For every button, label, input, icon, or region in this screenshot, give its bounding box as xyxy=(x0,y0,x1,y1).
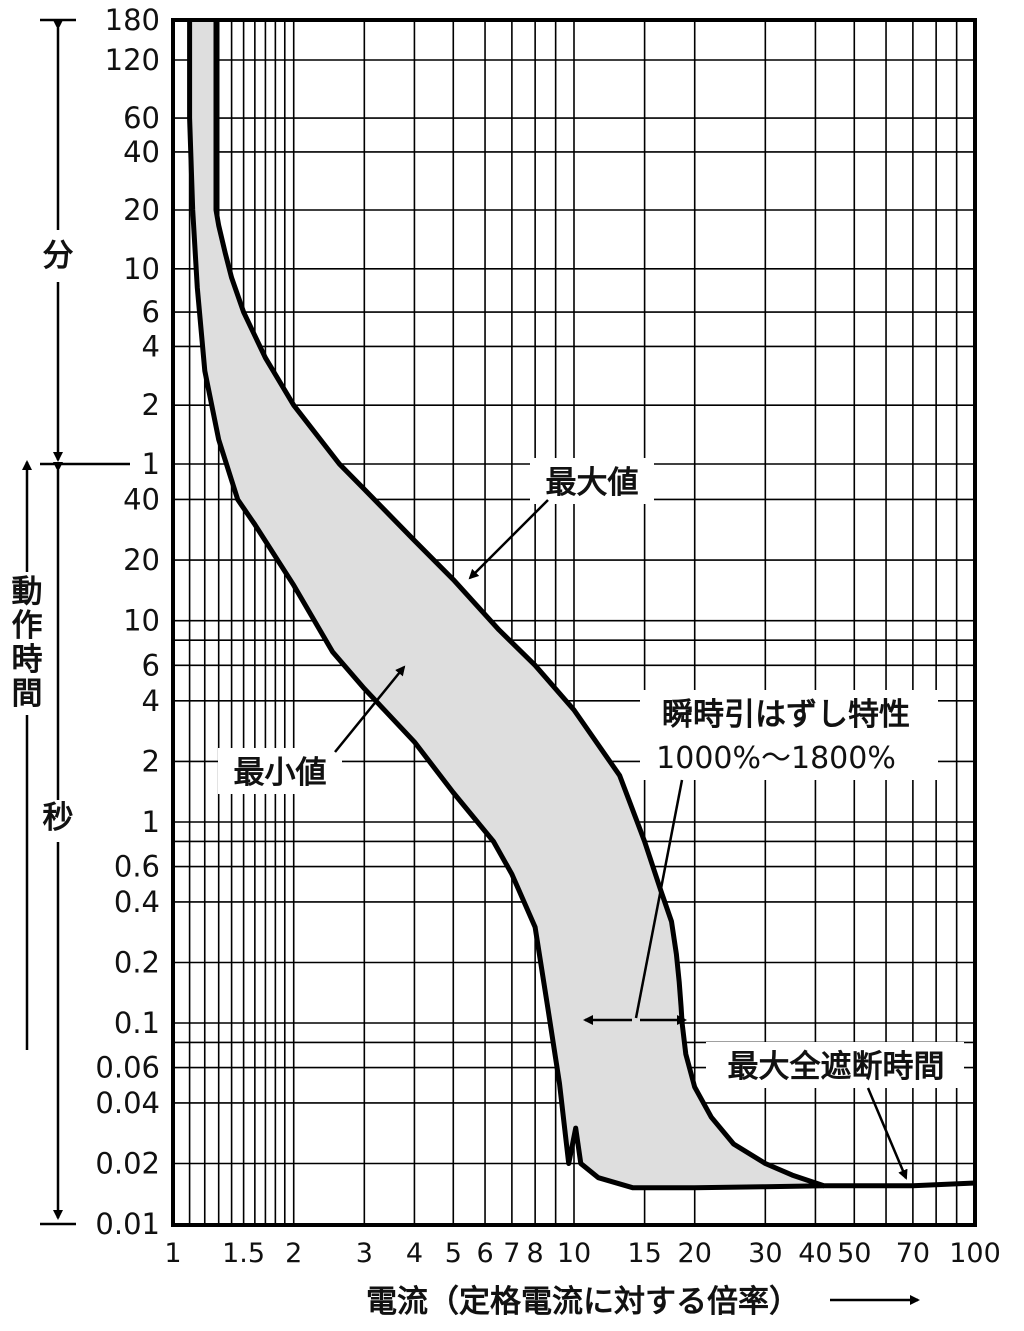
y-tick-label: 20 xyxy=(123,193,160,227)
y-tick-label: 4 xyxy=(142,329,160,363)
x-tick-label: 30 xyxy=(748,1238,782,1269)
y-tick-label: 0.1 xyxy=(114,1006,160,1040)
y-tick-label: 40 xyxy=(123,135,160,169)
x-tick-label: 7 xyxy=(503,1238,520,1269)
y-tick-label: 6 xyxy=(142,295,160,329)
instant-trip-range: 1000%〜1800% xyxy=(656,741,896,776)
minutes-label: 分 xyxy=(43,238,74,274)
y-tick-label: 0.04 xyxy=(95,1086,160,1120)
x-tick-label: 5 xyxy=(445,1238,462,1269)
x-tick-label: 2 xyxy=(285,1238,302,1269)
band-area xyxy=(189,20,824,1188)
series-line-max xyxy=(213,20,976,1189)
instant-trip-label: 瞬時引はずし特性 xyxy=(662,697,910,733)
y-tick-labels: 18012060402010642140201064210.60.40.20.1… xyxy=(95,3,160,1241)
y-tick-label: 10 xyxy=(123,252,160,286)
y-tick-label: 0.02 xyxy=(95,1146,160,1180)
seconds-range-indicator: 秒 xyxy=(40,462,76,1226)
y-tick-label: 60 xyxy=(123,101,160,135)
x-tick-label: 40 xyxy=(798,1238,832,1269)
y-tick-label: 1 xyxy=(142,805,160,839)
y-tick-label: 120 xyxy=(105,43,160,77)
y-tick-label: 4 xyxy=(142,684,160,718)
min-label: 最小値 xyxy=(234,755,327,791)
x-tick-label: 1 xyxy=(164,1238,181,1269)
minutes-range-indicator: 分 xyxy=(40,18,76,462)
y-tick-label: 0.01 xyxy=(95,1207,160,1241)
y-tick-label: 0.6 xyxy=(114,850,160,884)
x-tick-label: 8 xyxy=(527,1238,544,1269)
x-tick-label: 20 xyxy=(678,1238,712,1269)
y-tick-label: 0.06 xyxy=(95,1051,160,1085)
max-clearing-annotation: 最大全遮断時間 xyxy=(706,1042,964,1180)
x-tick-label: 3 xyxy=(356,1238,373,1269)
x-tick-label: 4 xyxy=(406,1238,423,1269)
x-tick-label: 100 xyxy=(949,1238,1001,1269)
x-tick-label: 1.5 xyxy=(222,1238,265,1269)
instant-trip-annotation: 瞬時引はずし特性 1000%〜1800% xyxy=(583,690,938,1025)
y-tick-label: 40 xyxy=(123,482,160,516)
min-annotation: 最小値 xyxy=(218,665,406,794)
y-tick-label: 10 xyxy=(123,604,160,638)
y-axis-title: 動作時間 xyxy=(12,574,43,712)
y-tick-label: 0.2 xyxy=(114,945,160,979)
series-line-min xyxy=(187,20,824,1191)
y-tick-label: 6 xyxy=(142,648,160,682)
y-tick-label: 20 xyxy=(123,543,160,577)
y-tick-label: 2 xyxy=(142,388,160,422)
max-label: 最大値 xyxy=(546,465,639,501)
x-tick-labels: 1 1.5 2 3 4 5 6 7 8 10 15 20 30 40 50 70 100 xyxy=(164,1238,1000,1269)
y-tick-label: 0.4 xyxy=(114,885,160,919)
max-clearing-label: 最大全遮断時間 xyxy=(728,1049,945,1085)
x-axis-title: 電流（定格電流に対する倍率） xyxy=(366,1284,800,1320)
x-tick-label: 10 xyxy=(557,1238,591,1269)
x-tick-label: 15 xyxy=(627,1238,661,1269)
y-tick-label: 180 xyxy=(105,3,160,37)
plot-frame xyxy=(171,18,977,1227)
max-annotation: 最大値 xyxy=(468,458,654,580)
x-tick-label: 70 xyxy=(896,1238,930,1269)
x-tick-label: 50 xyxy=(837,1238,871,1269)
operating-time-indicator: 動作時間 xyxy=(12,460,43,1050)
x-tick-label: 6 xyxy=(476,1238,493,1269)
seconds-label: 秒 xyxy=(43,800,74,836)
y-tick-label: 1 xyxy=(142,447,160,481)
y-tick-label: 2 xyxy=(142,744,160,778)
